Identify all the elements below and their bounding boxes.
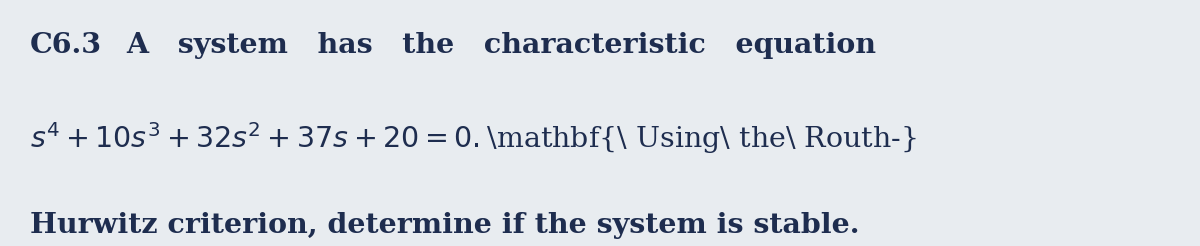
Text: Hurwitz criterion, determine if the system is stable.: Hurwitz criterion, determine if the syst… (30, 212, 859, 239)
Text: C6.3: C6.3 (30, 32, 102, 59)
Text: $s^4 + 10s^3 + 32s^2 + 37s + 20 = 0.$\mathbf{\ Using\ the\ Routh-}: $s^4 + 10s^3 + 32s^2 + 37s + 20 = 0.$\ma… (30, 121, 917, 156)
Text: A   system   has   the   characteristic   equation: A system has the characteristic equation (126, 32, 876, 59)
